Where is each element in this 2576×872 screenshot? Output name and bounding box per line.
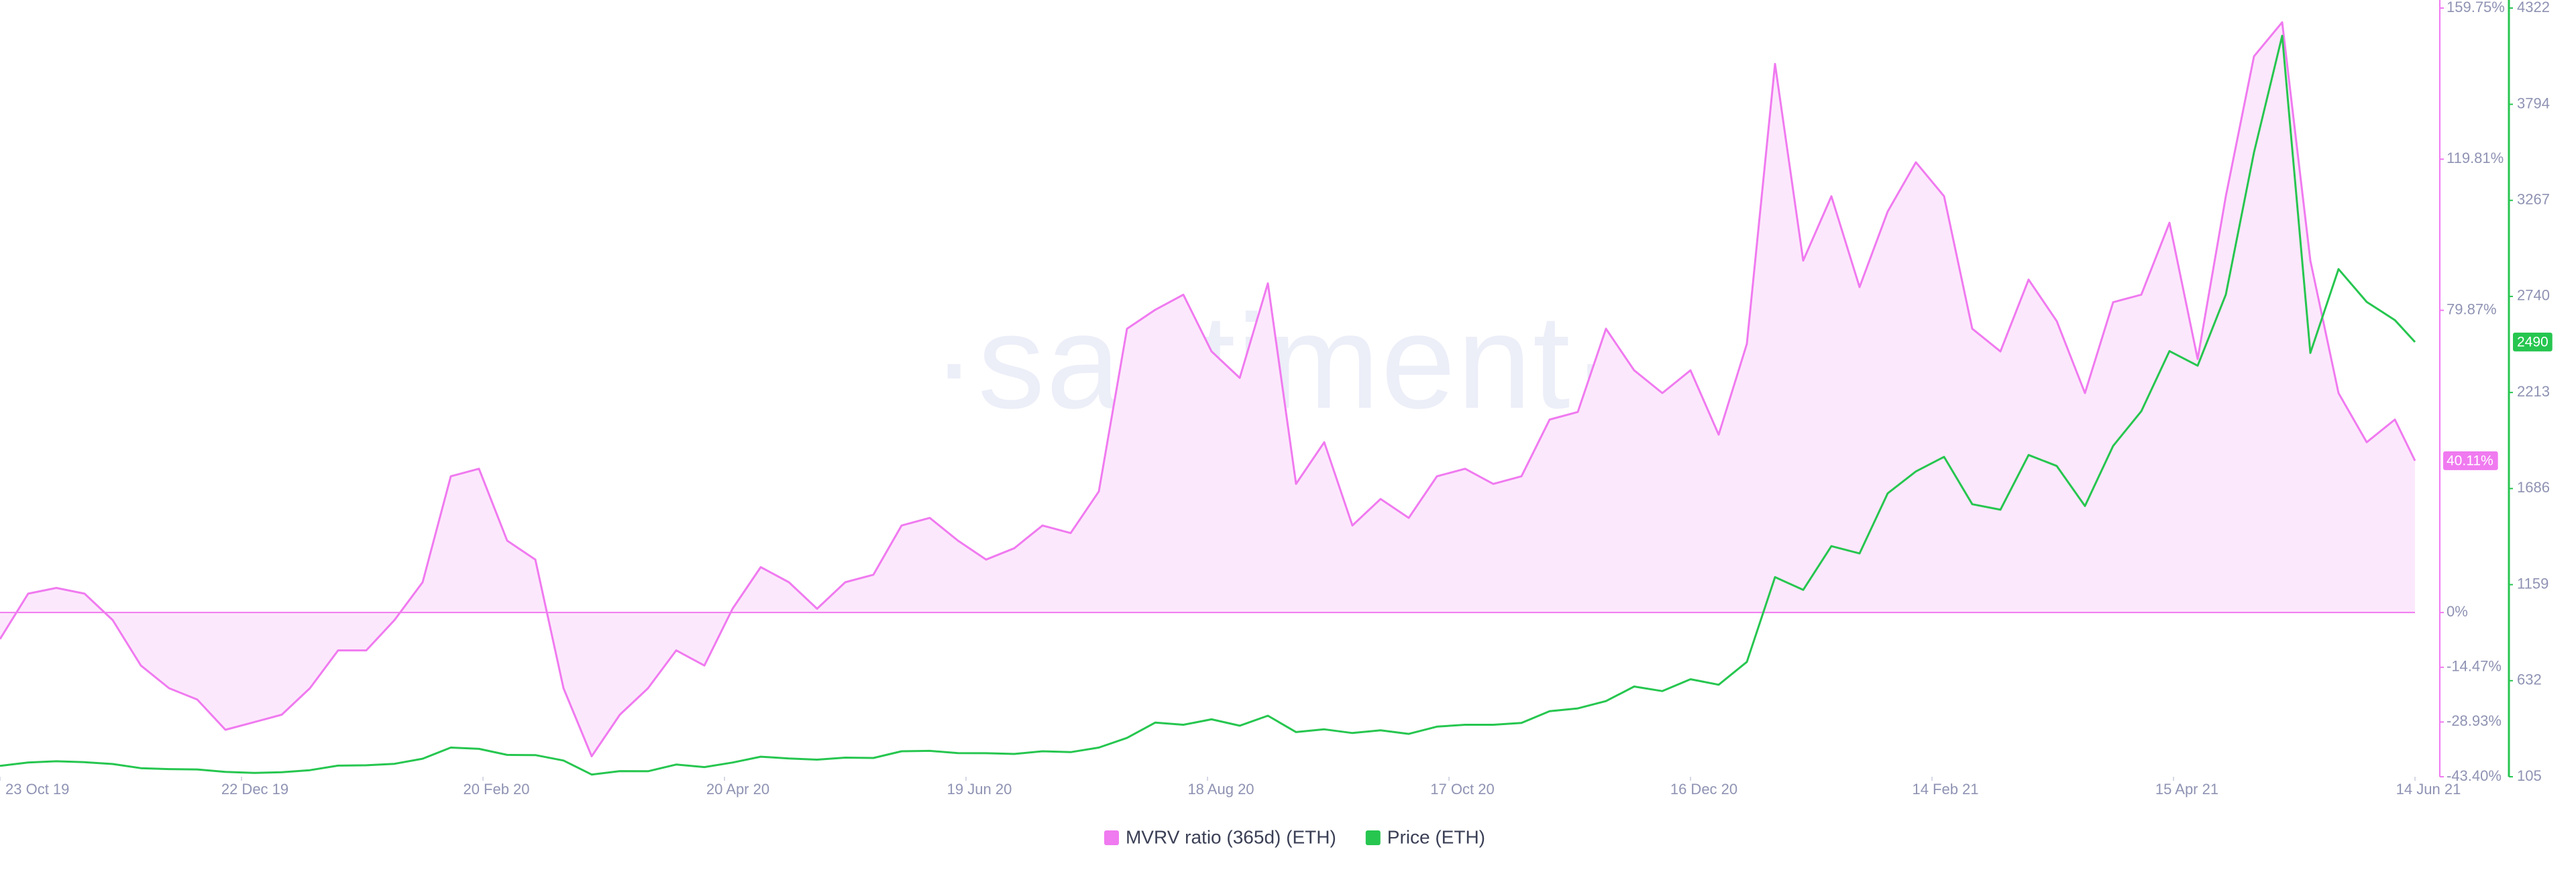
x-tick-label: 19 Jun 20 [947, 781, 1012, 798]
badge-bg [2513, 332, 2553, 351]
value-badge: 2490 [2513, 332, 2553, 351]
x-tick-label: 14 Feb 21 [1912, 781, 1978, 798]
x-tick-label: 14 Jun 21 [2396, 781, 2461, 798]
line-series [0, 34, 2416, 776]
legend-swatch [1365, 830, 1381, 845]
y-tick-label: 159.75% [2447, 0, 2505, 15]
legend-swatch [1104, 830, 1119, 845]
y2-tick-label: 3794 [2517, 95, 2550, 111]
y2-tick-label: 4322 [2517, 0, 2550, 15]
y2-tick-label: 632 [2517, 671, 2542, 688]
x-tick-label: 20 Apr 20 [706, 781, 769, 798]
data-label: 2490 [2517, 334, 2548, 349]
y2-tick-label: 1159 [2517, 575, 2548, 592]
x-tick-label: 17 Oct 20 [1430, 781, 1494, 798]
y2-tick-label: 105 [2517, 767, 2542, 784]
x-tick-label: 20 Feb 20 [463, 781, 529, 798]
y-tick-label: 119.81% [2447, 150, 2504, 166]
y2-tick-label: 2213 [2517, 383, 2550, 400]
y2-tick-label: 1686 [2517, 479, 2550, 496]
x-tick-label: 22 Dec 19 [221, 781, 288, 798]
y-tick-label: 0% [2447, 603, 2468, 620]
data-label: 40.11% [2447, 453, 2493, 468]
y-tick-label: -43.40% [2447, 767, 2502, 784]
legend: MVRV ratio (365d) (ETH) Price (ETH) [1104, 826, 1485, 847]
badge-bg [2443, 451, 2498, 470]
x-tick-label: 23 Oct 19 [5, 781, 69, 798]
line-series [0, 21, 2416, 757]
area [0, 22, 2415, 757]
x-tick-label: 16 Dec 20 [1670, 781, 1737, 798]
y-tick-label: -14.47% [2447, 658, 2502, 675]
legend-label: Price (ETH) [1387, 826, 1485, 847]
y-tick-label: -28.93% [2447, 712, 2502, 729]
x-tick-label: 15 Apr 21 [2155, 781, 2218, 798]
x-tick-label: 18 Aug 20 [1187, 781, 1254, 798]
y2-tick-label: 3267 [2517, 191, 2550, 208]
legend-label: MVRV ratio (365d) (ETH) [1126, 826, 1336, 847]
value-badge: 40.11% [2443, 451, 2498, 470]
y2-tick-label: 2740 [2517, 287, 2550, 304]
y-tick-label: 79.87% [2447, 301, 2497, 317]
